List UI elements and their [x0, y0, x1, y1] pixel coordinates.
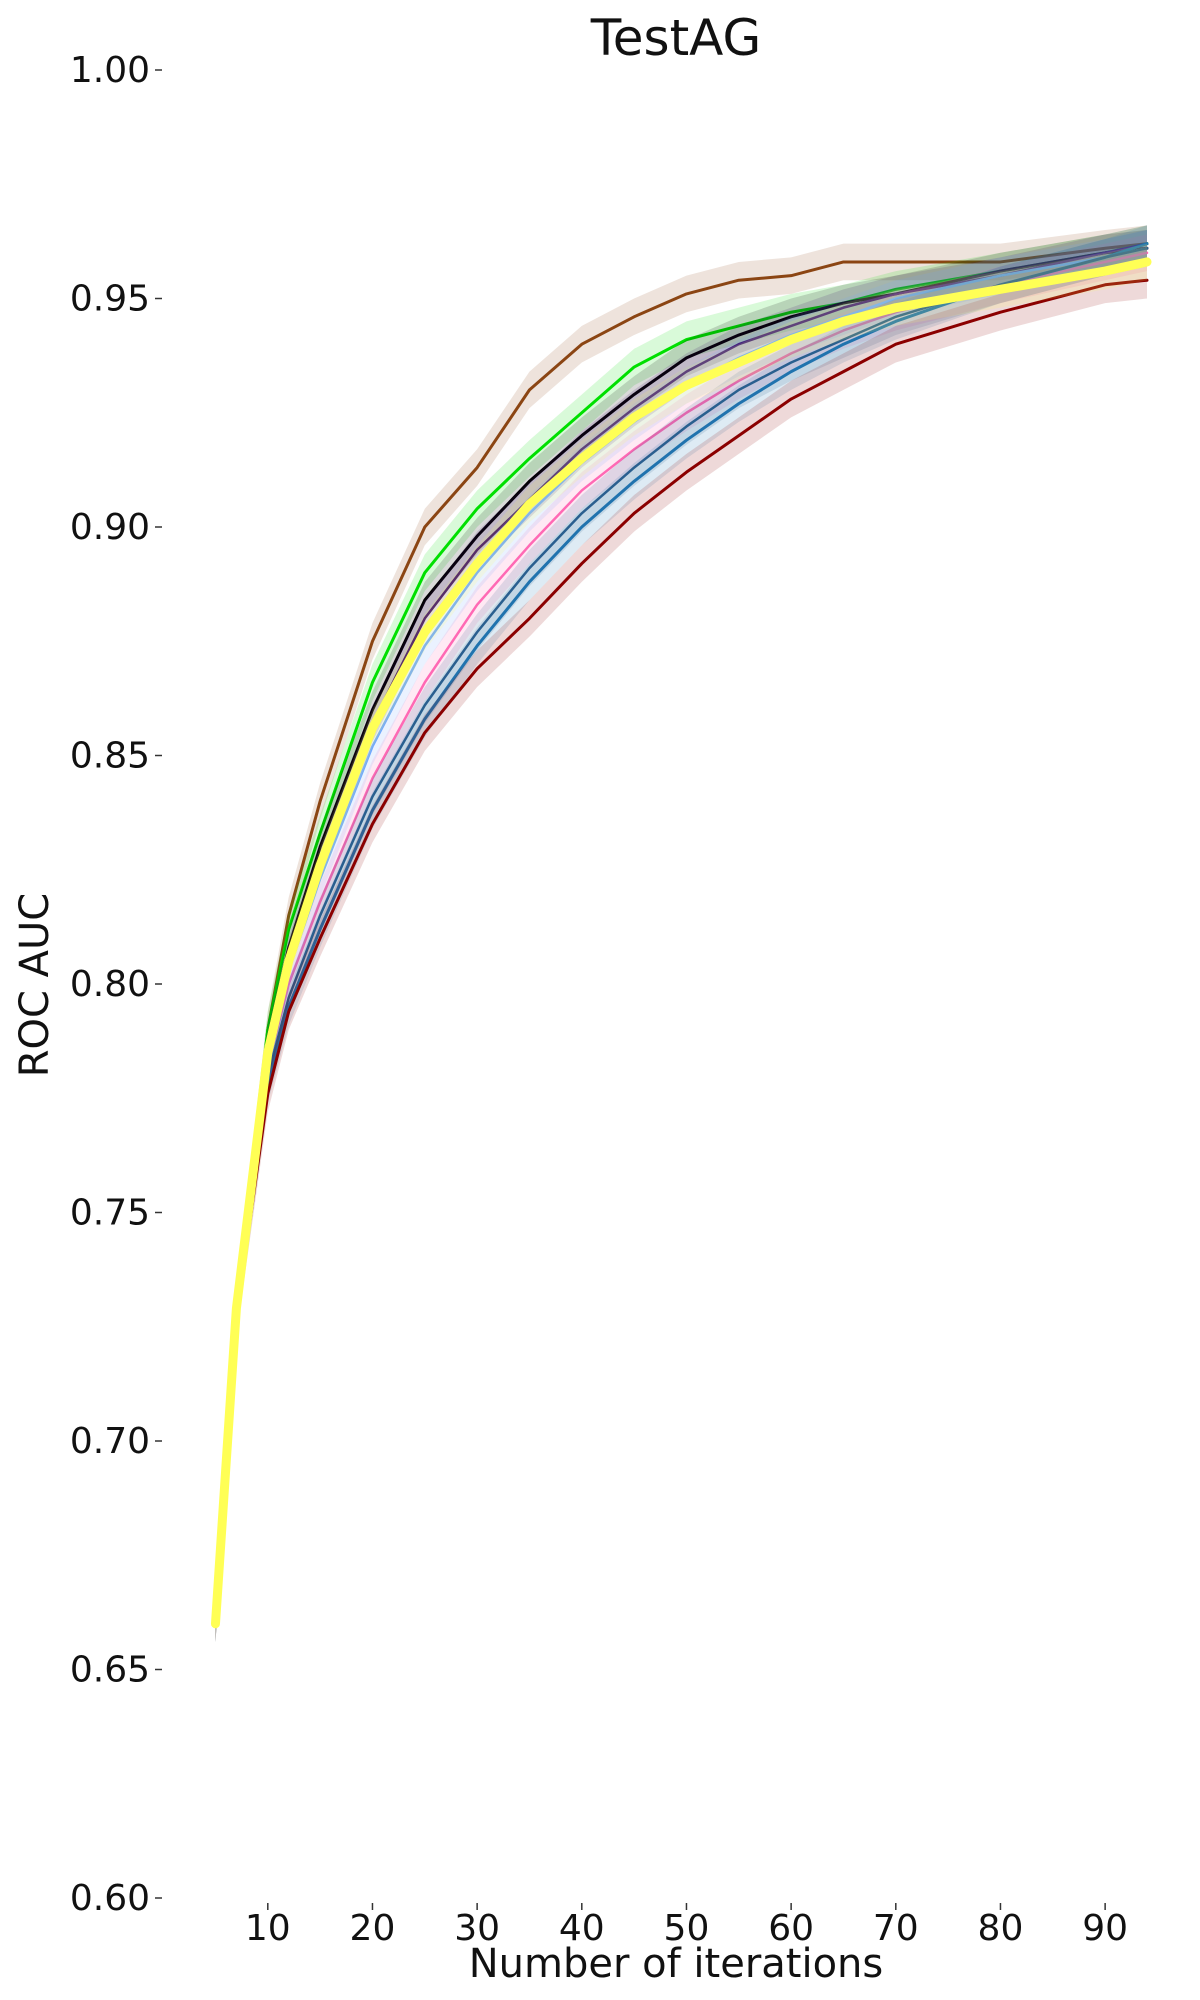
y-axis-label: ROC AUC	[12, 893, 58, 1078]
x-tick-label: 40	[559, 1908, 605, 1949]
series-band-8	[215, 261, 1147, 1643]
x-tick-label: 90	[1082, 1908, 1128, 1949]
series-lines	[210, 225, 1152, 1643]
x-tick-label: 80	[978, 1908, 1024, 1949]
series-band-9	[215, 243, 1147, 1643]
x-tick-label: 50	[664, 1908, 710, 1949]
x-tick-label: 60	[768, 1908, 814, 1949]
x-tick-label: 20	[350, 1908, 396, 1949]
x-tick-label: 30	[454, 1908, 500, 1949]
y-tick-label: 1.00	[70, 50, 150, 91]
x-axis: 10 20 30 40 50 60 70 80 90	[245, 1903, 1128, 1949]
y-tick-label: 0.85	[70, 736, 150, 777]
y-tick-label: 0.60	[70, 1878, 150, 1919]
series-line-1	[213, 242, 1149, 1626]
series-band-3	[215, 225, 1147, 1643]
y-tick-label: 0.90	[70, 507, 150, 548]
y-tick-label: 0.65	[70, 1650, 150, 1691]
x-tick-label: 10	[245, 1908, 291, 1949]
series-band-7	[215, 229, 1147, 1643]
y-axis: 0.60 0.65 0.70 0.75 0.80 0.85 0.90 0.95 1.00	[70, 50, 162, 1919]
series-line-7	[214, 246, 1149, 1626]
chart-title: TestAG	[590, 9, 762, 67]
series-line-6	[213, 242, 1149, 1626]
x-axis-label: Number of iterations	[469, 1941, 884, 1987]
series-line-0	[213, 242, 1149, 1626]
y-tick-label: 0.95	[70, 279, 150, 320]
series-line-8	[213, 278, 1149, 1626]
y-tick-label: 0.80	[70, 964, 150, 1005]
series-line-9	[210, 257, 1152, 1629]
series-band-2	[215, 229, 1147, 1643]
x-tick-label: 70	[873, 1908, 919, 1949]
y-tick-label: 0.75	[70, 1193, 150, 1234]
y-tick-label: 0.70	[70, 1421, 150, 1462]
